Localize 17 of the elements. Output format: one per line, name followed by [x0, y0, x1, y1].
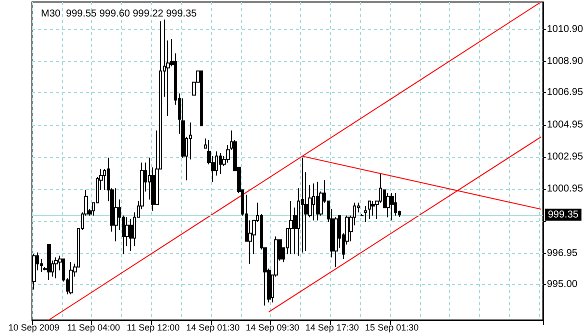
- ref-line-label: 999.35: [548, 209, 579, 220]
- x-tick-label: 11 Sep 04:00: [67, 322, 120, 332]
- y-tick-label: 995.00: [546, 279, 578, 290]
- x-tick-label: 11 Sep 12:00: [126, 322, 180, 332]
- y-tick-label: 1008.90: [546, 56, 584, 67]
- y-tick-label: 996.95: [546, 248, 578, 259]
- y-tick-label: 1000.95: [546, 184, 584, 195]
- x-tick-label: 14 Sep 09:30: [246, 322, 300, 332]
- x-tick-label: 14 Sep 17:30: [305, 322, 359, 332]
- x-tick-label: 10 Sep 2009: [8, 322, 60, 332]
- y-tick-label: 1004.95: [546, 119, 584, 130]
- x-tick-label: 15 Sep 01:30: [365, 322, 419, 332]
- y-tick-label: 1006.95: [546, 87, 584, 98]
- y-tick-label: 1010.90: [546, 24, 584, 35]
- x-tick-label: 14 Sep 01:30: [186, 322, 240, 332]
- y-tick-label: 1002.95: [546, 151, 584, 162]
- text: M30 999.55 999.60 999.22 999.35: [41, 8, 198, 20]
